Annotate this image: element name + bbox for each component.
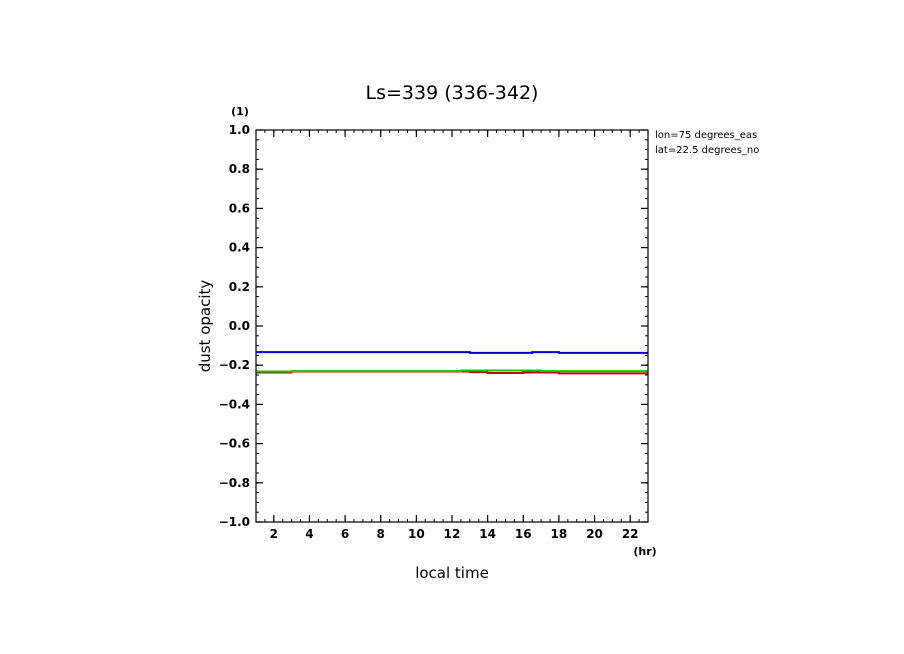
x-tick-label: 4	[305, 527, 313, 541]
series-line-2	[256, 369, 648, 373]
x-tick-label: 6	[341, 527, 349, 541]
y-tick-label: −0.4	[219, 397, 250, 411]
x-tick-label: 14	[479, 527, 496, 541]
y-tick-label: 0.2	[229, 280, 250, 294]
y-tick-label: −0.6	[219, 437, 250, 451]
series-layer	[256, 351, 648, 375]
x-axis-unit: (hr)	[633, 545, 656, 558]
y-tick-label: −1.0	[219, 515, 250, 529]
x-tick-label: 12	[444, 527, 461, 541]
y-tick-label: −0.8	[219, 476, 250, 490]
y-tick-label: 0.0	[229, 319, 250, 333]
x-tick-label: 22	[622, 527, 639, 541]
y-axis-unit: (1)	[231, 105, 249, 118]
series-line-0	[256, 351, 648, 354]
axis-ticks: 2 4 6 8 10 12 14 16 18 20 22 1.0 0.8 0.6 0.4 0.2 0.0 −0.2…	[219, 123, 649, 541]
chart-title: Ls=339 (336-342)	[366, 82, 539, 104]
y-axis-label: dust opacity	[196, 280, 214, 373]
annotation-lon: lon=75 degrees_eas	[655, 130, 757, 141]
y-tick-label: −0.2	[219, 358, 250, 372]
annotation-lat: lat=22.5 degrees_no	[655, 145, 759, 156]
y-tick-label: 0.6	[229, 201, 250, 215]
x-tick-label: 18	[551, 527, 568, 541]
x-tick-label: 2	[270, 527, 278, 541]
plot-frame	[255, 129, 649, 523]
x-tick-label: 8	[377, 527, 385, 541]
x-axis-label: local time	[415, 564, 489, 582]
y-tick-label: 0.4	[229, 241, 250, 255]
x-tick-label: 16	[515, 527, 532, 541]
y-tick-label: 0.8	[229, 162, 250, 176]
x-tick-label: 10	[408, 527, 425, 541]
y-tick-label: 1.0	[229, 123, 250, 137]
x-tick-label: 20	[586, 527, 603, 541]
